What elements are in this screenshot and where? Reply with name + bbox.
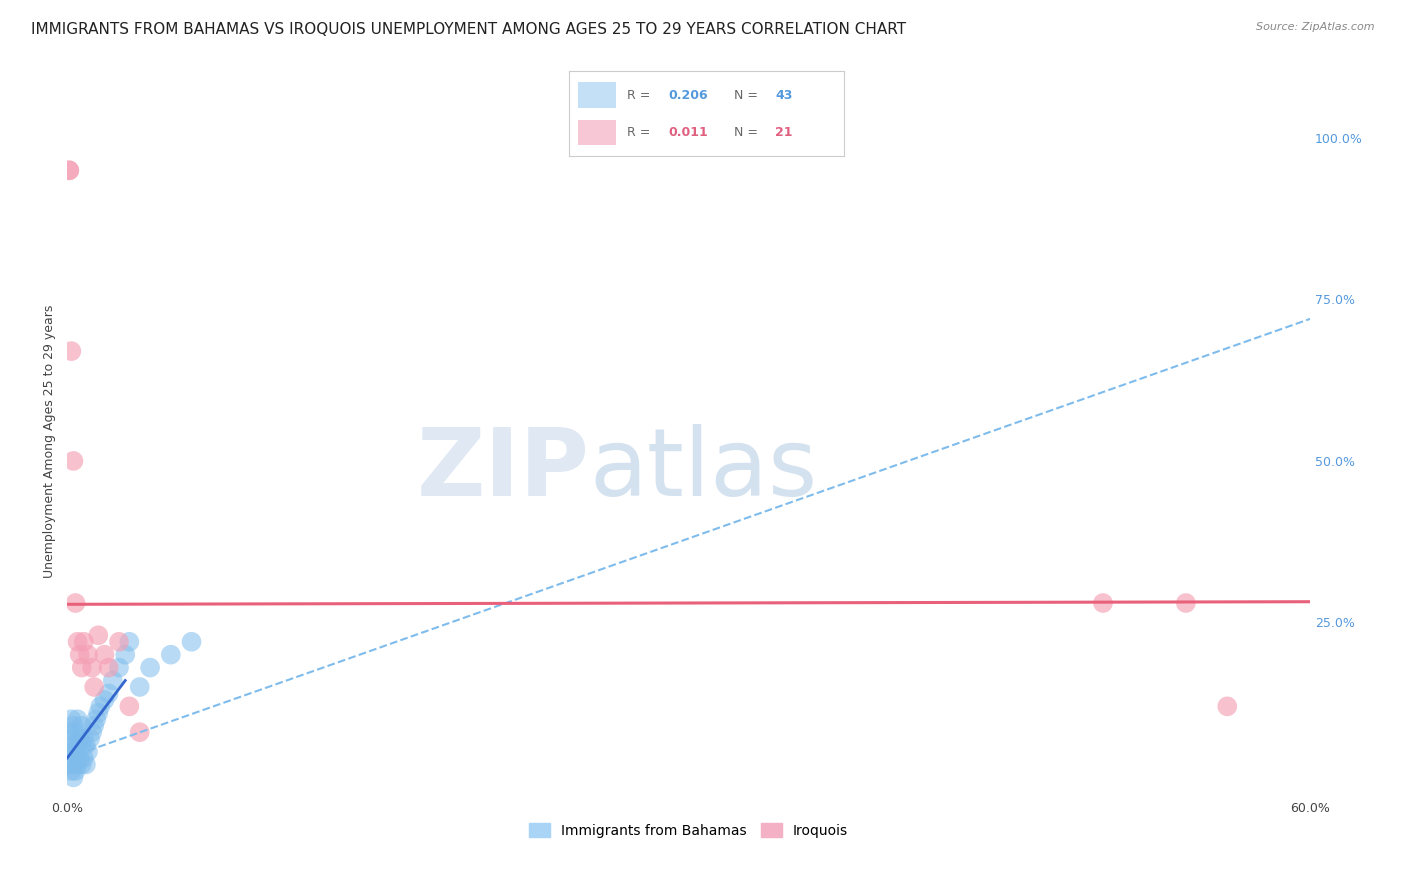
Point bbox=[66, 712, 89, 726]
Point bbox=[58, 163, 80, 178]
Point bbox=[66, 634, 89, 648]
Point bbox=[108, 660, 131, 674]
Text: ZIP: ZIP bbox=[416, 424, 589, 516]
Text: IMMIGRANTS FROM BAHAMAS VS IROQUOIS UNEMPLOYMENT AMONG AGES 25 TO 29 YEARS CORRE: IMMIGRANTS FROM BAHAMAS VS IROQUOIS UNEM… bbox=[31, 22, 905, 37]
Text: 0.011: 0.011 bbox=[668, 126, 707, 139]
Point bbox=[80, 660, 103, 674]
Point bbox=[66, 738, 89, 752]
Point bbox=[75, 738, 97, 752]
Point bbox=[70, 719, 93, 733]
Text: 0.206: 0.206 bbox=[668, 88, 707, 102]
Point bbox=[159, 648, 181, 662]
Point bbox=[62, 454, 84, 468]
Text: R =: R = bbox=[627, 88, 654, 102]
Point bbox=[75, 757, 97, 772]
Bar bbox=[578, 82, 616, 108]
Text: 21: 21 bbox=[775, 126, 793, 139]
Point bbox=[60, 344, 83, 359]
Point bbox=[65, 764, 87, 778]
Point bbox=[58, 725, 80, 739]
Point bbox=[60, 731, 83, 746]
Point bbox=[60, 764, 83, 778]
Point bbox=[58, 163, 80, 178]
Point bbox=[87, 628, 110, 642]
Point bbox=[60, 751, 83, 765]
Point bbox=[1174, 596, 1197, 610]
Point bbox=[128, 680, 150, 694]
Point bbox=[93, 648, 115, 662]
Text: N =: N = bbox=[734, 126, 762, 139]
Text: R =: R = bbox=[627, 126, 654, 139]
Point bbox=[65, 745, 87, 759]
Point bbox=[77, 745, 100, 759]
Point bbox=[93, 693, 115, 707]
Point bbox=[1091, 596, 1114, 610]
Point bbox=[70, 660, 93, 674]
Text: atlas: atlas bbox=[589, 424, 817, 516]
Y-axis label: Unemployment Among Ages 25 to 29 years: Unemployment Among Ages 25 to 29 years bbox=[44, 305, 56, 578]
Point bbox=[83, 719, 105, 733]
Point bbox=[79, 731, 101, 746]
Point bbox=[62, 719, 84, 733]
Point bbox=[97, 660, 120, 674]
Point bbox=[65, 596, 87, 610]
Point bbox=[84, 712, 107, 726]
Point bbox=[69, 731, 91, 746]
Text: Source: ZipAtlas.com: Source: ZipAtlas.com bbox=[1257, 22, 1375, 32]
Text: N =: N = bbox=[734, 88, 762, 102]
Point bbox=[62, 757, 84, 772]
Point bbox=[58, 745, 80, 759]
Legend: Immigrants from Bahamas, Iroquois: Immigrants from Bahamas, Iroquois bbox=[524, 817, 853, 843]
Point bbox=[87, 706, 110, 720]
Point bbox=[70, 738, 93, 752]
Point bbox=[128, 725, 150, 739]
Point bbox=[101, 673, 124, 688]
Point bbox=[77, 648, 100, 662]
Point bbox=[118, 699, 141, 714]
Point bbox=[69, 648, 91, 662]
Text: 43: 43 bbox=[775, 88, 793, 102]
Point bbox=[83, 680, 105, 694]
Point bbox=[89, 699, 111, 714]
Point bbox=[73, 634, 96, 648]
Point bbox=[80, 725, 103, 739]
Bar bbox=[578, 120, 616, 145]
Point bbox=[65, 725, 87, 739]
Point bbox=[58, 757, 80, 772]
Point bbox=[139, 660, 162, 674]
Point bbox=[66, 757, 89, 772]
Point bbox=[97, 686, 120, 700]
Point bbox=[69, 751, 91, 765]
Point bbox=[108, 634, 131, 648]
Point bbox=[73, 731, 96, 746]
Point bbox=[180, 634, 202, 648]
Point bbox=[1216, 699, 1239, 714]
Point bbox=[60, 712, 83, 726]
Point bbox=[114, 648, 136, 662]
Point bbox=[70, 757, 93, 772]
Point bbox=[62, 770, 84, 784]
Point bbox=[118, 634, 141, 648]
Point bbox=[73, 751, 96, 765]
Point bbox=[62, 738, 84, 752]
